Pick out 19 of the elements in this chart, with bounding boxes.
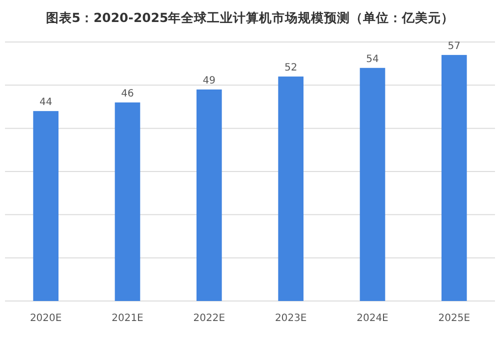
bar	[278, 76, 304, 301]
bar	[196, 89, 222, 301]
x-tick-label: 2021E	[112, 313, 144, 324]
bar	[360, 68, 386, 301]
bar	[114, 102, 140, 301]
x-tick-label: 2025E	[438, 313, 470, 324]
bar	[33, 111, 58, 301]
data-label: 46	[121, 88, 134, 100]
bar	[442, 54, 467, 301]
data-label: 57	[448, 40, 461, 52]
data-label: 49	[202, 75, 216, 86]
data-label: 54	[366, 54, 379, 65]
chart-title: 图表5：2020-2025年全球工业计算机市场规模预测（单位：亿美元）	[46, 10, 454, 25]
x-tick-label: 2024E	[356, 313, 388, 324]
x-tick-label: 2023E	[274, 313, 307, 324]
data-label: 52	[284, 62, 298, 74]
x-tick-label: 2020E	[30, 313, 62, 324]
x-tick-label: 2022E	[193, 313, 226, 324]
data-label: 44	[39, 97, 52, 108]
